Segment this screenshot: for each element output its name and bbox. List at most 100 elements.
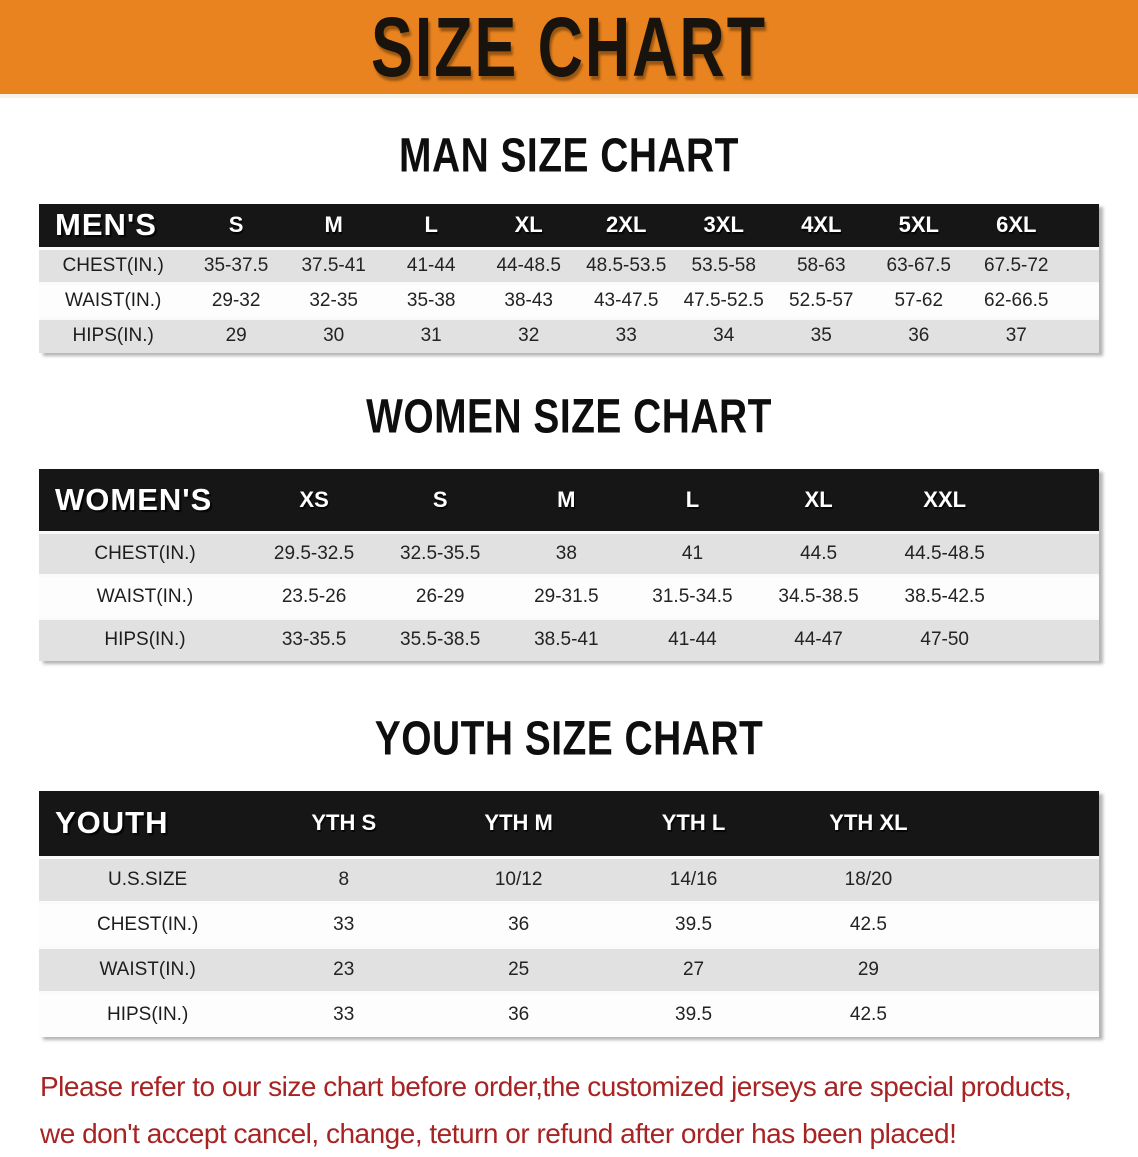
filler-cell (956, 947, 1099, 992)
size-cell: 8 (338, 868, 350, 890)
size-cell: 42.5 (849, 913, 887, 935)
size-cell: 35 (810, 325, 832, 347)
filler-cell (956, 992, 1099, 1037)
size-column-header: S (228, 212, 244, 238)
size-cell: 29-31.5 (534, 585, 599, 607)
table-row: WAIST(IN.) 23 25 27 29 (39, 947, 1099, 992)
size-cell: 33 (333, 1004, 355, 1026)
size-cell: 29-32 (211, 289, 261, 311)
filler-cell (956, 902, 1099, 947)
filler-cell (1008, 575, 1099, 618)
table-row: HIPS(IN.) 29 30 31 32 33 34 35 36 37 (39, 318, 1099, 353)
size-cell: 47.5-52.5 (683, 289, 764, 311)
size-cell: 42.5 (849, 1004, 887, 1026)
size-column-header: 5XL (898, 212, 939, 238)
table-row: WAIST(IN.) 23.5-26 26-29 29-31.5 31.5-34.5 34… (39, 575, 1099, 618)
men-size-table-wrap: MEN'S S M L XL 2XL 3XL 4XL 5XL 6XL CHEST(IN.) 35-37… (0, 204, 1138, 353)
row-label: WAIST(IN.) (96, 585, 194, 607)
filler-header (956, 791, 1099, 857)
size-cell: 37 (1005, 325, 1027, 347)
size-cell: 32.5-35.5 (400, 542, 481, 564)
size-cell: 44-48.5 (496, 254, 561, 276)
size-cell: 58-63 (796, 254, 846, 276)
table-corner-label: MEN'S (55, 207, 157, 243)
size-cell: 18/20 (844, 868, 893, 890)
row-label: WAIST(IN.) (64, 289, 162, 311)
disclaimer-line-1: Please refer to our size chart before or… (40, 1071, 1072, 1102)
disclaimer-line-2: we don't accept cancel, change, teturn o… (40, 1118, 957, 1149)
size-cell: 30 (323, 325, 345, 347)
table-corner-label: YOUTH (55, 805, 169, 841)
size-cell: 41-44 (668, 629, 717, 651)
table-row: CHEST(IN.) 35-37.5 37.5-41 41-44 44-48.5 48.5… (39, 248, 1099, 283)
filler-cell (956, 857, 1099, 902)
women-section-title: WOMEN SIZE CHART (366, 388, 772, 444)
size-cell: 27 (682, 958, 705, 980)
size-cell: 32-35 (309, 289, 358, 311)
youth-size-table-wrap: YOUTH YTH S YTH M YTH L YTH XL U.S.SIZE 8 10/12… (0, 791, 1138, 1037)
size-cell: 35-38 (406, 289, 456, 311)
size-cell: 23.5-26 (281, 585, 347, 607)
men-size-table: MEN'S S M L XL 2XL 3XL 4XL 5XL 6XL CHEST(IN.) 35-37… (39, 204, 1099, 353)
size-cell: 36 (508, 1004, 530, 1026)
row-label: CHEST(IN.) (94, 542, 196, 564)
size-cell: 39.5 (675, 913, 713, 935)
filler-cell (1065, 283, 1099, 318)
filler-cell (1065, 248, 1099, 283)
table-row: WAIST(IN.) 29-32 32-35 35-38 38-43 43-47.5 47.… (39, 283, 1099, 318)
header-row: WOMEN'S XS S M L XL XXL (39, 469, 1099, 532)
header-row: YOUTH YTH S YTH M YTH L YTH XL (39, 791, 1099, 857)
size-cell: 52.5-57 (789, 289, 854, 311)
size-cell: 33-35.5 (281, 629, 347, 651)
size-cell: 37.5-41 (301, 254, 366, 276)
size-cell: 44-47 (794, 629, 843, 651)
disclaimer-note: Please refer to our size chart before or… (40, 1063, 1138, 1157)
size-cell: 33 (615, 325, 637, 347)
size-cell: 32 (518, 325, 540, 347)
size-cell: 29 (857, 958, 879, 980)
row-label: CHEST(IN.) (96, 913, 199, 935)
size-cell: 63-67.5 (886, 254, 951, 276)
size-column-header: L (685, 486, 700, 512)
size-column-header: M (557, 486, 576, 512)
size-cell: 31.5-34.5 (652, 585, 733, 607)
size-cell: 31 (420, 325, 442, 347)
size-cell: 44.5 (800, 542, 838, 564)
size-cell: 14/16 (669, 868, 718, 890)
filler-header (1065, 204, 1099, 248)
size-cell: 26-29 (415, 585, 465, 607)
row-label: HIPS(IN.) (72, 325, 154, 347)
filler-header (1008, 469, 1099, 532)
women-size-table-wrap: WOMEN'S XS S M L XL XXL CHEST(IN.) 29.5-32.5 32.5… (0, 469, 1138, 661)
size-column-header: 6XL (996, 212, 1037, 238)
size-cell: 38 (555, 542, 577, 564)
size-column-header: XL (514, 212, 543, 238)
size-cell: 35-37.5 (203, 254, 269, 276)
youth-size-table: YOUTH YTH S YTH M YTH L YTH XL U.S.SIZE 8 10/12… (39, 791, 1099, 1037)
youth-section-title: YOUTH SIZE CHART (374, 710, 764, 766)
row-label: CHEST(IN.) (62, 254, 164, 276)
table-row: CHEST(IN.) 29.5-32.5 32.5-35.5 38 41 44.5 44.5… (39, 532, 1099, 575)
header-row: MEN'S S M L XL 2XL 3XL 4XL 5XL 6XL (39, 204, 1099, 248)
size-cell: 57-62 (894, 289, 944, 311)
table-row: U.S.SIZE 8 10/12 14/16 18/20 (39, 857, 1099, 902)
size-column-header: YTH L (661, 810, 726, 836)
filler-cell (1008, 532, 1099, 575)
size-cell: 36 (908, 325, 930, 347)
size-cell: 38.5-41 (534, 629, 599, 651)
size-cell: 38-43 (504, 289, 553, 311)
size-column-header: L (424, 212, 438, 238)
size-cell: 62-66.5 (984, 289, 1049, 311)
filler-cell (1065, 318, 1099, 353)
size-cell: 23 (333, 958, 355, 980)
size-cell: 34 (713, 325, 735, 347)
page-title: SIZE CHART (371, 0, 767, 95)
table-row: HIPS(IN.) 33 36 39.5 42.5 (39, 992, 1099, 1037)
size-column-header: XL (804, 486, 833, 512)
size-column-header: 3XL (703, 212, 744, 238)
size-column-header: YTH XL (829, 810, 908, 836)
size-cell: 41-44 (406, 254, 456, 276)
size-cell: 53.5-58 (691, 254, 756, 276)
size-cell: 10/12 (494, 868, 543, 890)
size-column-header: M (324, 212, 343, 238)
